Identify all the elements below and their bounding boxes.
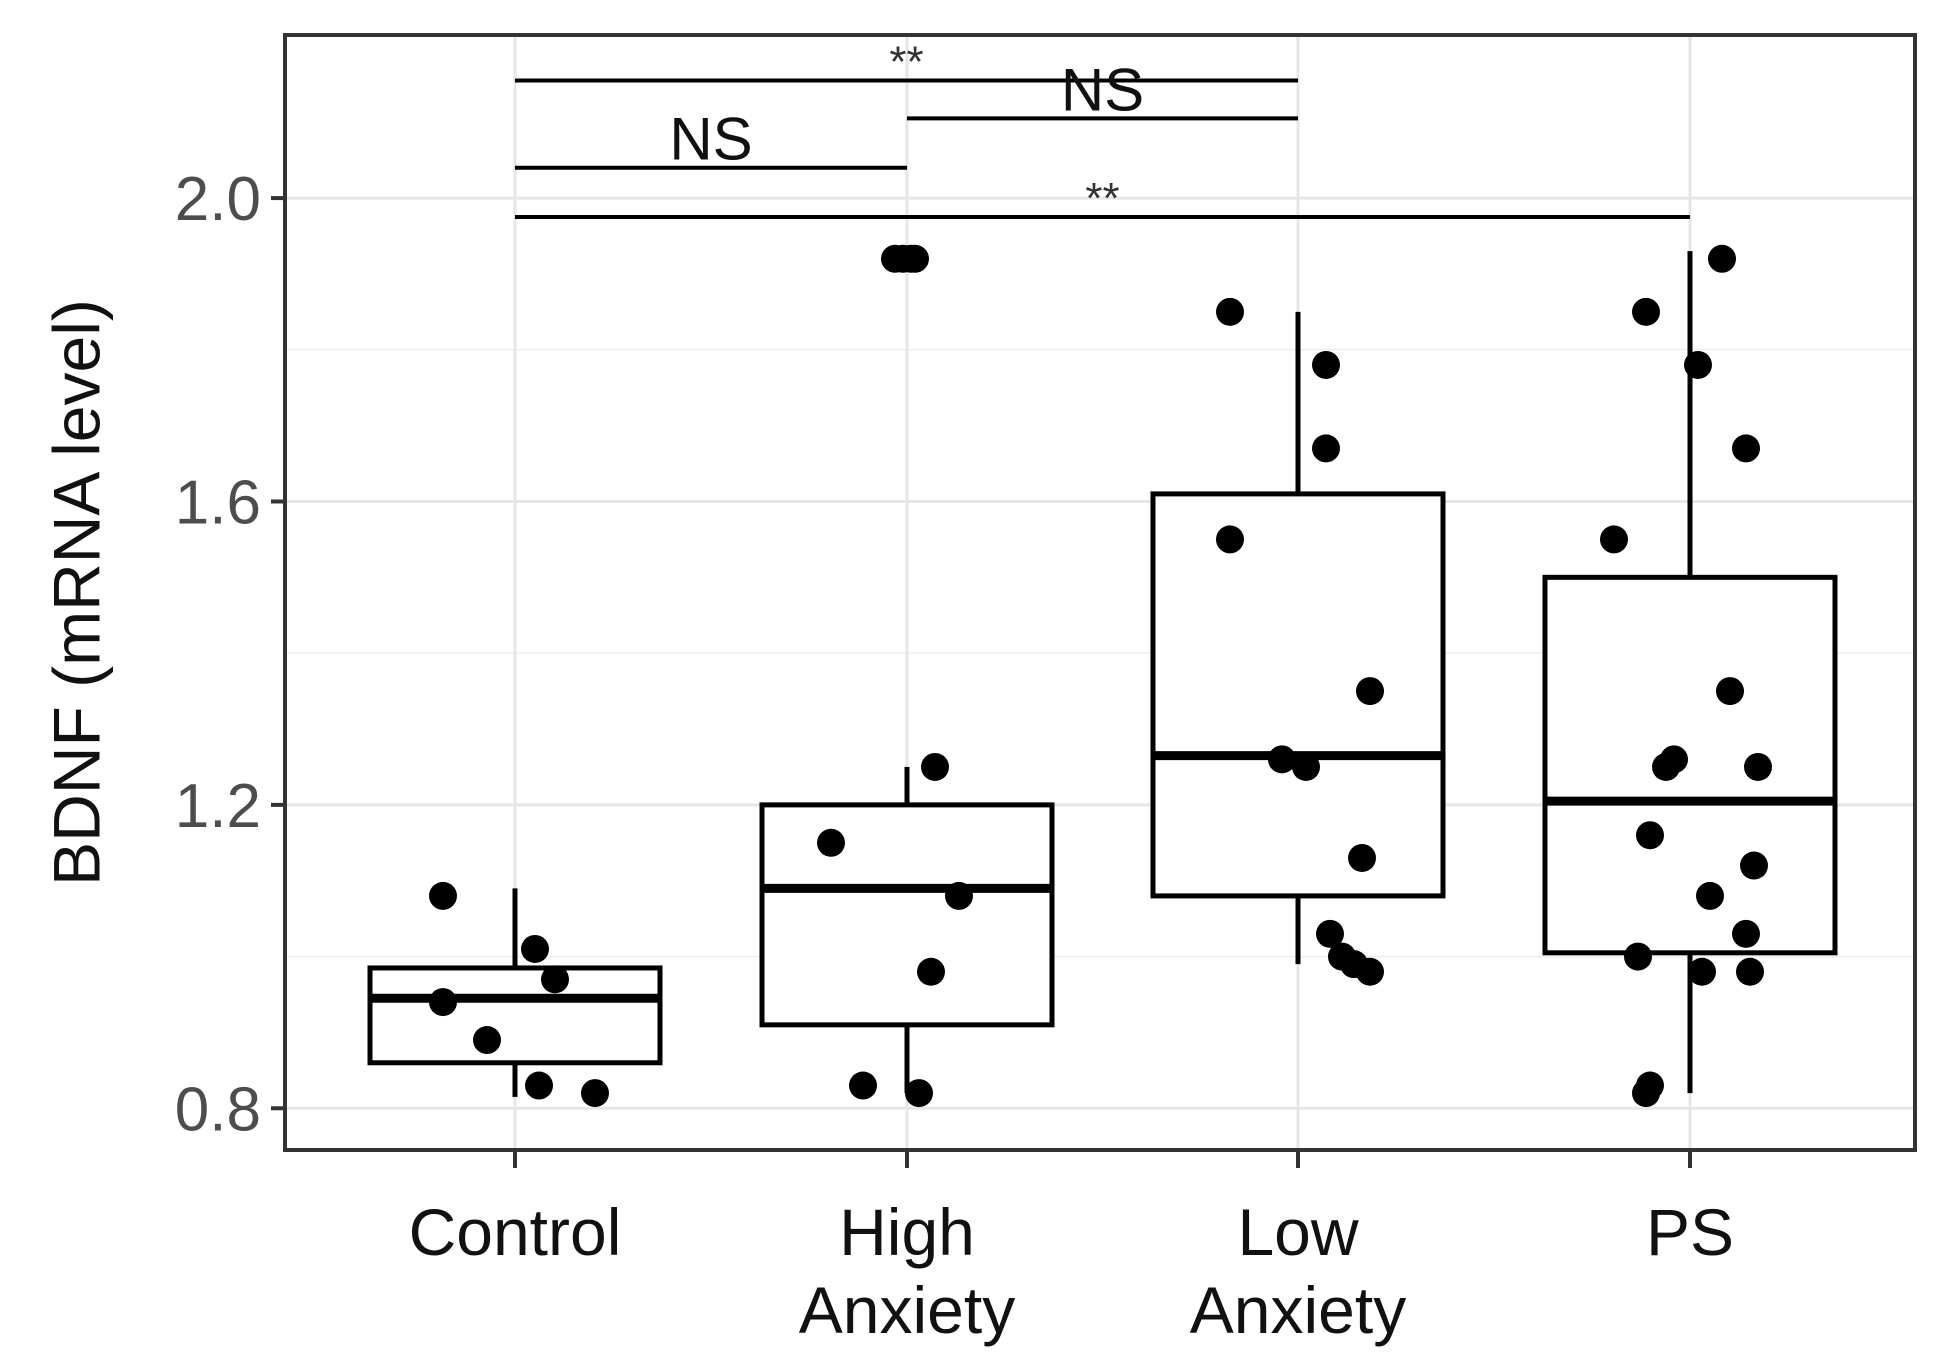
data-point (1744, 752, 1772, 781)
significance-label: ** (1085, 174, 1119, 223)
plot-panel-border (283, 33, 1917, 1152)
data-point (1652, 752, 1680, 781)
data-point (1716, 677, 1744, 706)
data-point (1312, 350, 1340, 379)
data-point (1732, 919, 1760, 948)
data-point (1632, 297, 1660, 326)
data-point (1312, 434, 1340, 463)
y-axis-label: BDNF (mRNA level) (39, 299, 113, 886)
axis-layer: 0.8 1.2 1.6 2.0 Control High Anxiety Low Anxiety… (175, 165, 1734, 1347)
y-tick-label: 1.2 (175, 772, 261, 841)
data-point (1696, 881, 1724, 910)
data-point (1624, 942, 1652, 971)
data-point (921, 752, 949, 781)
data-point (1292, 752, 1320, 781)
data-point (1356, 957, 1384, 986)
significance-label: NS (669, 106, 752, 173)
box-low-anxiety (1150, 311, 1446, 965)
box-iqr (759, 802, 1055, 1028)
data-point (1684, 350, 1712, 379)
data-point (429, 988, 457, 1017)
data-point (1708, 244, 1736, 273)
data-point (429, 881, 457, 910)
data-point (581, 1079, 609, 1108)
data-point (525, 1071, 553, 1100)
box-ps (1542, 251, 1838, 1094)
data-point (473, 1026, 501, 1055)
box-iqr (1150, 491, 1446, 899)
y-tick-label: 2.0 (175, 165, 261, 234)
data-point (1740, 851, 1768, 880)
data-point (1688, 957, 1716, 986)
data-point (1632, 1079, 1660, 1108)
significance-label: ** (889, 38, 923, 87)
data-point (1732, 434, 1760, 463)
y-tick-label: 1.6 (175, 468, 261, 537)
box-control (367, 888, 663, 1097)
x-tick-label: Low Anxiety (1190, 1195, 1406, 1347)
data-point (1268, 745, 1296, 774)
x-tick-label: PS (1646, 1195, 1734, 1269)
data-point (521, 934, 549, 963)
data-point (849, 1071, 877, 1100)
data-point (905, 1079, 933, 1108)
data-point (1600, 525, 1628, 554)
x-tick-label: Control (409, 1195, 622, 1269)
box-layer (367, 251, 1838, 1097)
data-point (1636, 821, 1664, 850)
data-point (1216, 297, 1244, 326)
data-point (901, 244, 929, 273)
y-tick-label: 0.8 (175, 1075, 261, 1144)
data-point (1356, 677, 1384, 706)
data-point (1216, 525, 1244, 554)
box-high-anxiety (759, 766, 1055, 1094)
box-iqr (367, 965, 663, 1066)
data-point (917, 957, 945, 986)
comparison-layer: ** NS NS ** (515, 38, 1690, 223)
data-point (1316, 919, 1344, 948)
significance-label: NS (1061, 56, 1144, 123)
point-layer (429, 244, 1772, 1108)
data-point (541, 965, 569, 994)
x-tick-label: High Anxiety (799, 1195, 1015, 1347)
data-point (945, 881, 973, 910)
data-point (817, 828, 845, 857)
data-point (1736, 957, 1764, 986)
data-point (1348, 843, 1376, 872)
box-iqr (1542, 574, 1838, 956)
